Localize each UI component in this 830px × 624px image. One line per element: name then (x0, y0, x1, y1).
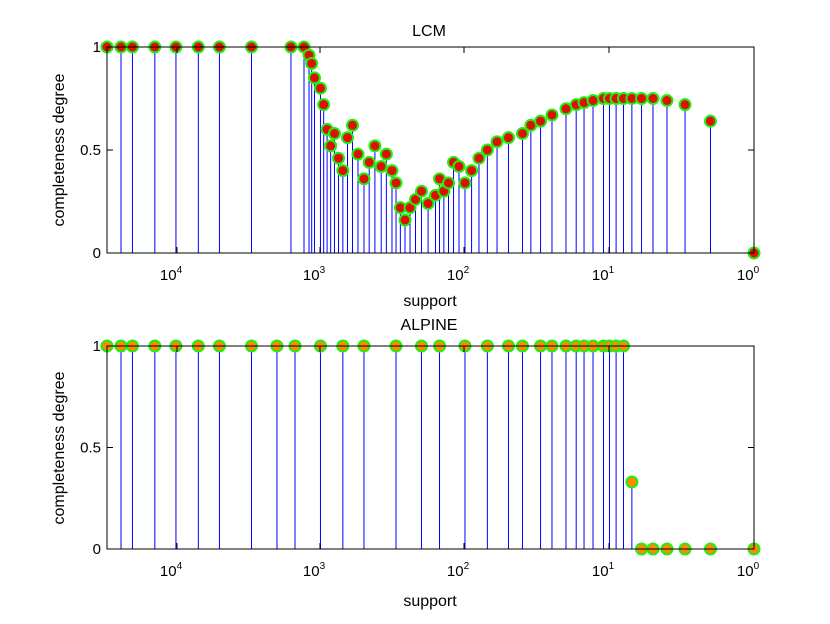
alpine-y-ticks: 00.51 (80, 338, 754, 558)
lcm-data-point (480, 143, 494, 157)
lcm-data-point (385, 164, 399, 178)
lcm-data-point (307, 71, 321, 85)
alpine-x-tick-label: 104 (160, 561, 183, 580)
lcm-y-label: completeness degree (51, 73, 68, 226)
alpine-y-tick-label: 0.5 (80, 440, 101, 457)
lcm-y-ticks: 00.51 (80, 39, 754, 262)
lcm-markers (100, 40, 761, 260)
lcm-data-point (678, 98, 692, 112)
alpine-y-tick-label: 0 (93, 541, 101, 558)
alpine-data-point (625, 475, 639, 489)
lcm-x-tick-label: 100 (737, 265, 760, 284)
lcm-data-point (534, 114, 548, 128)
lcm-data-point (442, 176, 456, 190)
lcm-x-tick-label: 102 (447, 265, 470, 284)
lcm-data-point (452, 159, 466, 173)
lcm-x-tick-label: 103 (303, 265, 326, 284)
lcm-data-point (398, 213, 412, 227)
lcm-data-point (389, 176, 403, 190)
lcm-data-point (646, 92, 660, 105)
lcm-y-tick-label: 1 (93, 39, 101, 56)
lcm-x-label: support (403, 293, 457, 310)
lcm-title: LCM (412, 23, 446, 40)
alpine-y-tick-label: 1 (93, 338, 101, 355)
alpine-stems (106, 346, 633, 549)
alpine-title: ALPINE (401, 317, 458, 334)
lcm-data-point (336, 164, 350, 178)
alpine-panel: ALPINE 104 103 102 101 100 00.51 support com… (51, 317, 761, 610)
lcm-data-point (368, 139, 382, 153)
lcm-x-ticks: 104 103 102 101 100 (160, 47, 760, 284)
lcm-x-tick-label: 101 (592, 265, 615, 284)
alpine-x-tick-label: 102 (447, 561, 470, 580)
lcm-data-point (327, 127, 341, 141)
lcm-data-point (465, 164, 479, 178)
lcm-data-point (545, 108, 559, 122)
alpine-x-tick-label: 100 (737, 561, 760, 580)
lcm-data-point (305, 56, 319, 70)
lcm-data-point (351, 147, 365, 161)
lcm-stems (106, 47, 711, 253)
lcm-y-tick-label: 0 (93, 245, 101, 262)
alpine-x-ticks: 104 103 102 101 100 (160, 346, 760, 580)
lcm-data-point (586, 94, 600, 108)
lcm-data-point (324, 139, 338, 153)
lcm-x-tick-label: 104 (160, 265, 183, 284)
lcm-panel: LCM 104 103 102 101 100 00.51 support comple… (51, 23, 761, 310)
alpine-x-tick-label: 101 (592, 561, 615, 580)
lcm-y-tick-label: 0.5 (80, 142, 101, 159)
lcm-data-point (660, 94, 674, 108)
lcm-data-point (703, 114, 717, 128)
lcm-data-point (313, 81, 327, 95)
alpine-axes-box (106, 345, 755, 550)
alpine-markers (100, 339, 761, 556)
lcm-data-point (458, 176, 472, 190)
lcm-data-point (374, 159, 388, 173)
lcm-data-point (635, 92, 649, 105)
lcm-axes-box (106, 46, 755, 254)
lcm-data-point (421, 197, 435, 211)
lcm-data-point (362, 155, 376, 169)
alpine-y-label: completeness degree (51, 371, 68, 524)
lcm-data-point (346, 118, 360, 132)
lcm-data-point (379, 147, 393, 161)
alpine-x-label: support (403, 593, 457, 610)
lcm-data-point (317, 98, 331, 112)
lcm-data-point (414, 184, 428, 198)
lcm-data-point (515, 127, 529, 141)
lcm-data-point (357, 172, 371, 186)
lcm-data-point (490, 135, 504, 149)
lcm-data-point (472, 151, 486, 165)
alpine-x-tick-label: 103 (303, 561, 326, 580)
lcm-data-point (332, 151, 346, 165)
lcm-data-point (501, 131, 515, 145)
lcm-data-point (340, 131, 354, 145)
